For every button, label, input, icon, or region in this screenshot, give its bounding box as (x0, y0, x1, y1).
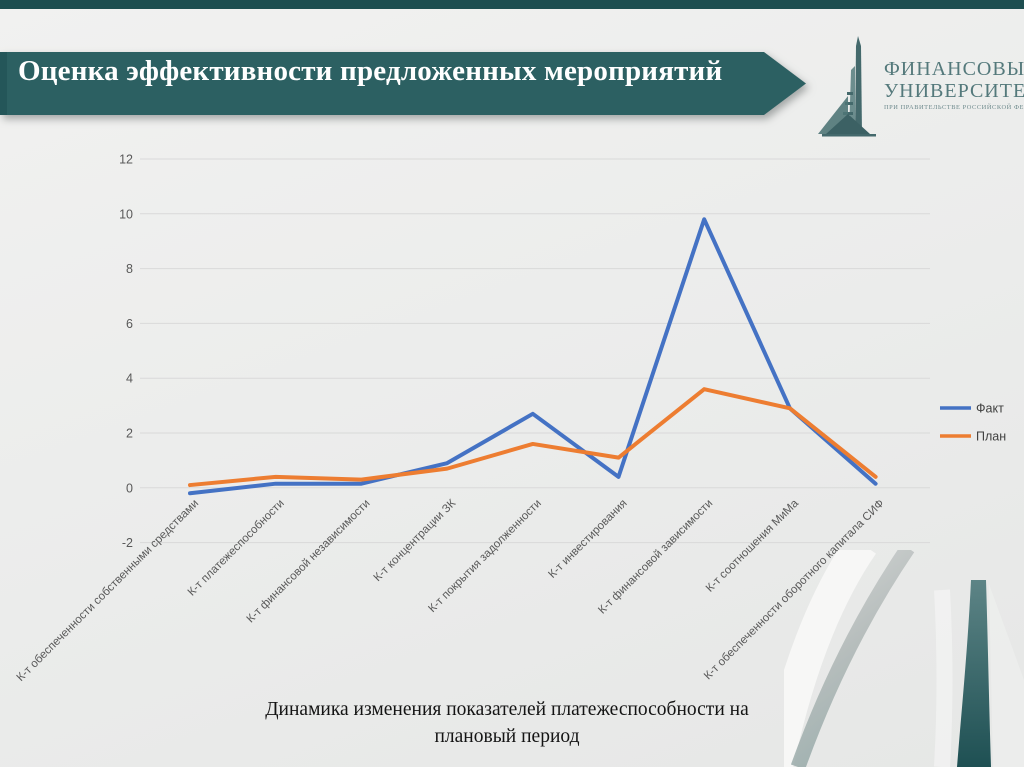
legend-label-0: Факт (976, 402, 1004, 416)
x-axis-category-label: К-т платежеспособности (186, 497, 287, 598)
y-axis-tick-label: 0 (126, 481, 133, 495)
x-axis-category-label: К-т инвестирования (546, 497, 629, 580)
slide-title: Оценка эффективности предложенных меропр… (18, 55, 723, 87)
corner-decoration (784, 550, 1024, 767)
y-axis-tick-label: 6 (126, 317, 133, 331)
logo-name-line2: УНИВЕРСИТЕТ (884, 80, 1024, 102)
banner-left-edge (0, 52, 7, 115)
top-accent-strip (0, 0, 1024, 9)
logo-name-line1: ФИНАНСОВЫЙ (884, 58, 1024, 80)
y-axis-tick-label: 8 (126, 262, 133, 276)
y-axis-tick-label: 2 (126, 427, 133, 441)
series-line-1 (188, 387, 878, 488)
logo-spire-icon (818, 36, 876, 137)
x-axis-category-label: К-т концентрации ЗК (372, 497, 459, 584)
x-axis-category-label: К-т соотношения МиМа (704, 497, 802, 595)
decor-gray-swoosh (790, 550, 915, 767)
decor-teal-ribbon (957, 580, 991, 767)
x-axis-category-label: К-т обеспеченности оборотного капитала С… (702, 497, 887, 682)
university-logo: ФИНАНСОВЫЙ УНИВЕРСИТЕТ ПРИ ПРАВИТЕЛЬСТВЕ… (818, 36, 1024, 142)
title-banner-shape: Оценка эффективности предложенных меропр… (0, 52, 806, 115)
y-axis-tick-label: 10 (119, 207, 133, 221)
legend-label-1: План (976, 430, 1006, 444)
series-line-0 (188, 217, 878, 496)
decor-right-light-area (989, 584, 1024, 767)
title-banner: Оценка эффективности предложенных меропр… (0, 52, 806, 115)
logo-subtitle: ПРИ ПРАВИТЕЛЬСТВЕ РОССИЙСКОЙ ФЕДЕРАЦИИ (884, 104, 1024, 111)
decor-inner-light-swoosh (934, 589, 953, 767)
y-axis-tick-label: -2 (122, 536, 133, 550)
x-axis-category-label: К-т обеспеченности собственными средства… (15, 497, 201, 683)
y-axis-tick-label: 12 (119, 153, 133, 167)
y-axis-tick-label: 4 (126, 372, 133, 386)
chart-caption: Динамика изменения показателей платежесп… (265, 699, 749, 748)
decor-light-swoosh (784, 550, 877, 767)
